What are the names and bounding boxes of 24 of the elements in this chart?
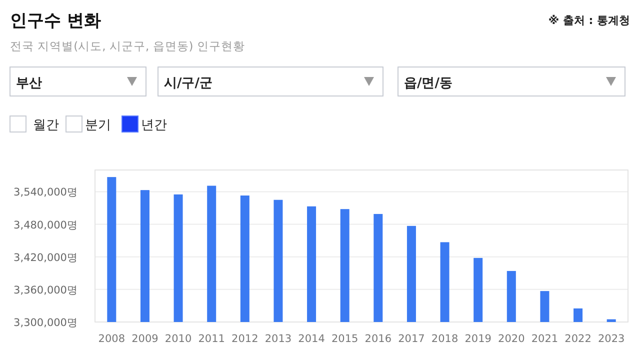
- y-tick-label: 3,300,000명: [14, 317, 78, 329]
- x-tick-label: 2018: [431, 333, 458, 345]
- x-tick-label: 2008: [98, 333, 126, 345]
- x-tick-label: 2014: [298, 333, 326, 345]
- x-tick-label: 2017: [398, 333, 425, 345]
- y-tick-label: 3,420,000명: [14, 252, 78, 264]
- y-tick-label: 3,480,000명: [14, 219, 78, 232]
- y-tick-label: 3,540,000명: [14, 186, 78, 199]
- x-tick-label: 2020: [498, 333, 525, 345]
- x-tick-label: 2022: [564, 333, 592, 345]
- text: ※ 출처 : 통계청: [548, 14, 630, 27]
- x-tick-label: 2012: [232, 333, 258, 345]
- x-tick-label: 2023: [598, 333, 625, 345]
- x-tick-label: 2013: [264, 333, 292, 345]
- x-tick-label: 2009: [132, 333, 158, 345]
- x-tick-label: 2021: [531, 333, 558, 345]
- subtitle: 전국 지역별(시도, 시군구, 읍면동) 인구현황: [10, 39, 245, 53]
- x-tick-label: 2010: [164, 333, 192, 345]
- title: 인구수 변화: [10, 11, 101, 31]
- x-tick-label: 2019: [464, 333, 492, 345]
- x-tick-label: 2016: [364, 333, 392, 345]
- x-tick-label: 2015: [331, 333, 358, 345]
- y-tick-label: 3,360,000명: [14, 284, 78, 296]
- x-tick-label: 2011: [198, 333, 225, 345]
